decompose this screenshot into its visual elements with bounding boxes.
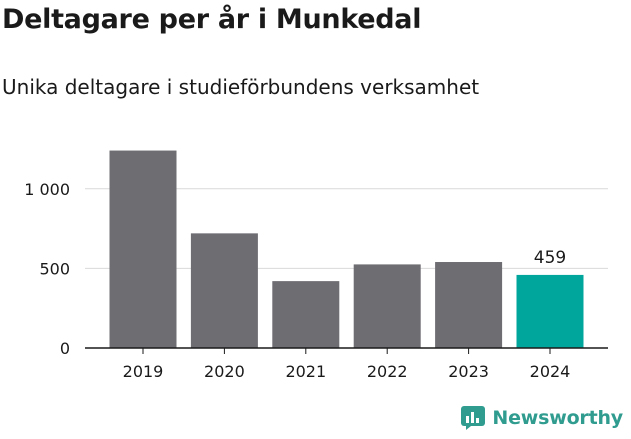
bar-2019 — [109, 150, 177, 348]
y-tick-label: 0 — [60, 339, 70, 358]
x-tick-label: 2020 — [204, 362, 245, 381]
x-tick-label: 2024 — [530, 362, 571, 381]
x-tick-label: 2019 — [123, 362, 164, 381]
chart-title: Deltagare per år i Munkedal — [2, 4, 422, 35]
bar-2023 — [435, 262, 503, 348]
newsworthy-wordmark: Newsworthy — [492, 407, 623, 429]
x-tick-label: 2023 — [448, 362, 489, 381]
bar-2020 — [190, 233, 258, 348]
chart-subtitle: Unika deltagare i studieförbundens verks… — [2, 75, 480, 99]
data-label: 459 — [534, 248, 566, 268]
y-tick-label: 500 — [39, 259, 70, 278]
y-tick-label: 1 000 — [24, 180, 70, 199]
bar-2024 — [516, 274, 584, 348]
x-tick-label: 2022 — [367, 362, 408, 381]
newsworthy-icon — [461, 406, 486, 430]
x-tick-label: 2021 — [285, 362, 326, 381]
bar-2021 — [272, 281, 340, 348]
newsworthy-logo: Newsworthy — [460, 405, 623, 431]
bar-2022 — [353, 264, 421, 348]
